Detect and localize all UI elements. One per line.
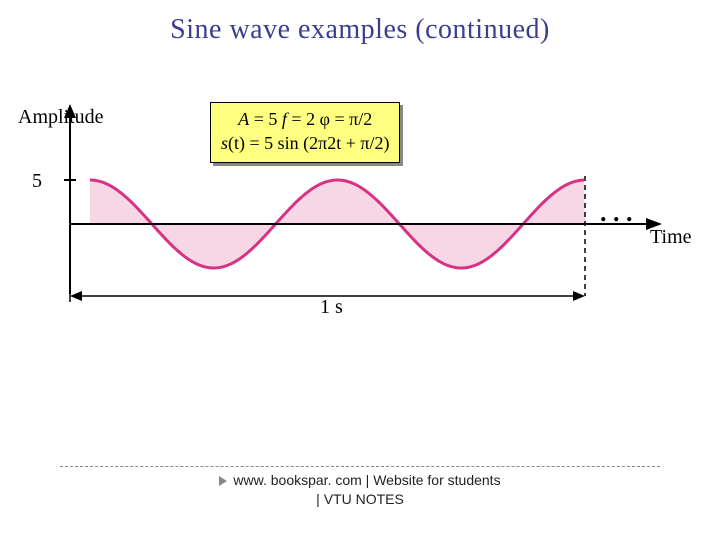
footer-arrow-icon <box>219 476 227 486</box>
footer: www. bookspar. com | Website for student… <box>0 467 720 509</box>
duration-label: 1 s <box>320 296 343 319</box>
sine-diagram: Amplitude 5 A = 5 f = 2 φ = π/2 s(t) = 5… <box>0 46 720 426</box>
footer-line-2: | VTU NOTES <box>316 491 404 507</box>
time-axis-label: Time <box>650 226 692 249</box>
page-title: Sine wave examples (continued) <box>0 0 720 46</box>
footer-line-1: www. bookspar. com | Website for student… <box>233 472 500 488</box>
continuation-dots: . . . <box>600 198 633 228</box>
